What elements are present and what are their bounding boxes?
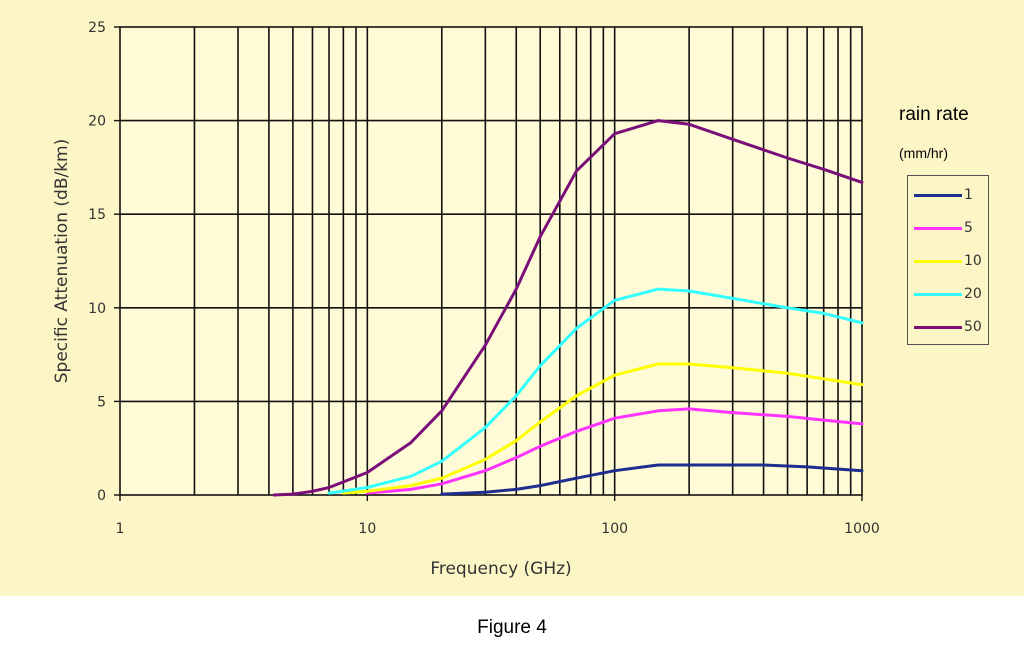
y-tick-label: 25: [88, 20, 106, 36]
x-tick-label: 1000: [844, 521, 880, 537]
series-line-20: [327, 287, 864, 495]
legend-swatch: [914, 260, 962, 263]
plot-frame: [119, 26, 863, 496]
attenuation-chart: 0 5 10 15 20 25 1 10 100 1000 Frequency (GHz) Speci…: [52, 20, 880, 579]
y-tick-label: 10: [88, 301, 106, 317]
legend-label: 50: [964, 319, 982, 335]
legend-swatch: [914, 293, 962, 296]
legend-item-10: 10: [914, 252, 988, 270]
y-axis-label: Specific Attenuation (dB/km): [52, 139, 72, 383]
x-tick-label: 100: [601, 521, 628, 537]
series-line-10: [341, 362, 864, 495]
legend-label: 10: [964, 253, 982, 269]
legend-unit: (mm/hr): [899, 145, 948, 161]
legend-swatch: [914, 227, 962, 230]
y-tick-label: 5: [97, 394, 106, 410]
y-tick-label: 20: [88, 114, 106, 130]
legend-label: 1: [964, 187, 973, 203]
y-tick-label: 15: [88, 207, 106, 223]
x-axis-label: Frequency (GHz): [430, 559, 571, 579]
figure-caption: Figure 4: [477, 617, 547, 638]
legend-title: rain rate: [899, 104, 969, 125]
series-line-5: [365, 407, 864, 495]
x-tick-label: 10: [358, 521, 376, 537]
legend-label: 20: [964, 286, 982, 302]
legend-swatch: [914, 194, 962, 197]
plot-area: [120, 27, 862, 495]
legend-swatch: [914, 326, 962, 329]
legend-item-20: 20: [914, 285, 988, 303]
legend-item-1: 1: [914, 186, 988, 204]
legend: 1 5 10 20 50: [907, 175, 989, 345]
legend-label: 5: [964, 220, 973, 236]
series-line-1: [440, 463, 864, 496]
series-line-50: [272, 119, 864, 497]
x-tick-label: 1: [116, 521, 125, 537]
y-tick-label: 0: [97, 488, 106, 504]
legend-item-50: 50: [914, 318, 988, 336]
legend-item-5: 5: [914, 219, 988, 237]
